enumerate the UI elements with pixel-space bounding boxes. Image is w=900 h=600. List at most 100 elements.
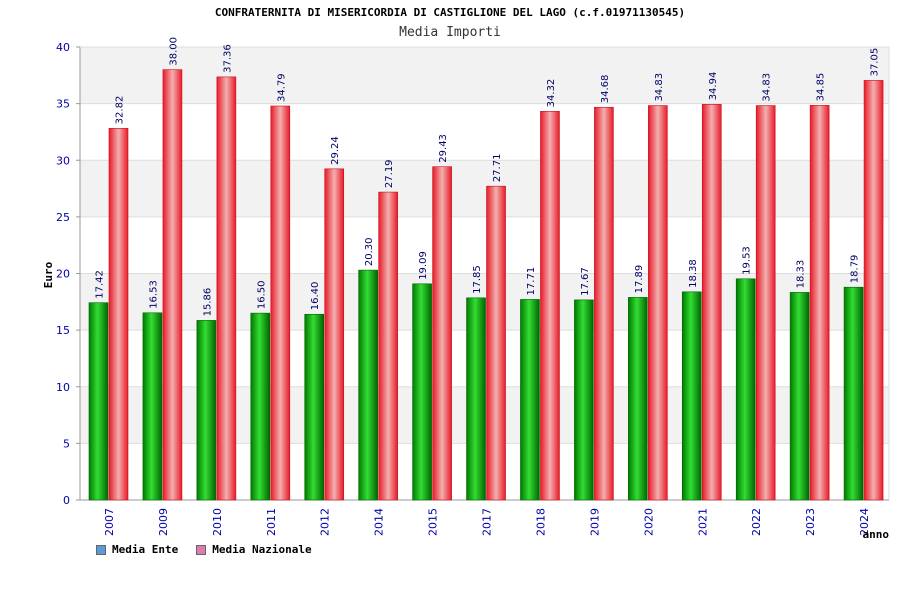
- data-label: 32.82: [115, 96, 126, 125]
- grid-band: [80, 216, 889, 274]
- x-axis: 2007 2009 2010 2011 2012 2014 2015 2017 2018 2019…: [103, 508, 871, 536]
- legend-swatch-media-ente: [96, 544, 106, 555]
- y-tick-label: 5: [63, 437, 70, 450]
- data-label: 38.00: [168, 37, 179, 66]
- bar-media-nazionale-2023: [809, 105, 830, 501]
- bar-media-nazionale-2010: [216, 76, 237, 501]
- data-label: 17.71: [526, 267, 537, 296]
- x-tick-label: 2023: [804, 508, 817, 536]
- data-label: 34.32: [546, 79, 557, 108]
- data-label: 18.79: [850, 255, 861, 284]
- bars: 17.42 32.82 16.53 38.00 15.86 37.36 16.50 34.79…: [88, 37, 884, 501]
- bar-media-ente-2010: [196, 320, 217, 501]
- bar-media-nazionale-2014: [378, 191, 398, 501]
- data-label: 34.83: [762, 73, 773, 102]
- bar-media-ente-2015: [412, 283, 432, 501]
- bar-media-ente-2021: [681, 291, 702, 501]
- bar-media-nazionale-2022: [755, 105, 776, 501]
- bar-media-nazionale-2017: [486, 185, 506, 501]
- x-tick-label: 2012: [319, 508, 332, 536]
- data-label: 29.43: [438, 134, 449, 163]
- x-tick-label: 2017: [481, 508, 494, 536]
- data-label: 19.53: [742, 246, 753, 275]
- data-label: 34.94: [708, 72, 719, 101]
- y-tick-label: 15: [56, 324, 70, 337]
- data-label: 34.85: [816, 73, 827, 102]
- bar-media-ente-2014: [358, 269, 378, 501]
- x-tick-label: 2010: [211, 508, 224, 536]
- x-tick-label: 2014: [373, 508, 386, 536]
- data-label: 37.05: [870, 48, 881, 77]
- bar-media-ente-2020: [628, 297, 648, 501]
- data-label: 16.53: [148, 280, 159, 309]
- x-tick-label: 2018: [534, 508, 547, 536]
- chart-subtitle: Media Importi: [399, 25, 501, 40]
- x-tick-label: 2009: [157, 508, 170, 536]
- bar-media-nazionale-2018: [540, 111, 560, 501]
- data-label: 17.85: [472, 265, 483, 294]
- data-label: 17.89: [634, 265, 645, 294]
- data-label: 18.33: [796, 260, 807, 289]
- y-tick-label: 30: [56, 154, 70, 167]
- bar-media-ente-2022: [735, 278, 756, 501]
- bar-media-ente-2017: [466, 297, 486, 501]
- x-axis-label: anno: [863, 528, 890, 541]
- grid-band: [80, 160, 889, 217]
- data-label: 17.42: [95, 270, 106, 299]
- bar-media-ente-2009: [142, 312, 163, 501]
- y-tick-label: 40: [56, 41, 70, 54]
- chart-title: CONFRATERNITA DI MISERICORDIA DI CASTIGL…: [214, 6, 686, 19]
- bar-media-ente-2019: [574, 299, 594, 501]
- x-tick-label: 2022: [750, 508, 763, 536]
- bar-media-nazionale-2012: [324, 168, 345, 501]
- legend-item-media-nazionale: Media Nazionale: [196, 543, 312, 556]
- x-tick-label: 2024: [858, 508, 871, 536]
- y-tick-label: 0: [63, 494, 70, 507]
- y-tick-label: 35: [56, 98, 70, 111]
- data-label: 17.67: [580, 267, 591, 296]
- x-tick-label: 2021: [696, 508, 709, 536]
- bar-media-nazionale-2021: [701, 104, 722, 501]
- bar-media-ente-2011: [250, 312, 271, 501]
- bar-media-ente-2023: [789, 292, 810, 501]
- x-tick-label: 2011: [265, 508, 278, 536]
- bar-media-nazionale-2015: [432, 166, 452, 501]
- legend: Media Ente Media Nazionale: [96, 543, 312, 556]
- data-label: 27.71: [492, 154, 503, 183]
- data-label: 16.50: [256, 280, 267, 309]
- bar-media-ente-2007: [88, 302, 109, 501]
- grid-band: [80, 47, 889, 104]
- bar-media-nazionale-2009: [162, 69, 183, 501]
- y-tick-label: 20: [56, 268, 70, 281]
- legend-label-media-ente: Media Ente: [112, 543, 179, 556]
- data-label: 19.09: [418, 251, 429, 280]
- legend-swatch-media-nazionale: [196, 544, 207, 555]
- data-label: 15.86: [202, 288, 213, 317]
- y-axis-label: Euro: [42, 261, 55, 288]
- data-label: 34.79: [276, 73, 287, 102]
- bar-media-nazionale-2007: [108, 128, 129, 501]
- data-label: 34.68: [600, 75, 611, 104]
- y-tick-label: 25: [56, 211, 70, 224]
- x-tick-label: 2019: [588, 508, 601, 536]
- bar-media-nazionale-2020: [648, 105, 668, 501]
- bar-media-ente-2012: [304, 313, 325, 501]
- data-label: 37.36: [222, 44, 233, 73]
- grid-band: [80, 103, 889, 161]
- bar-media-ente-2024: [843, 286, 864, 501]
- data-label: 20.30: [364, 237, 375, 266]
- data-label: 16.40: [310, 282, 321, 311]
- x-tick-label: 2020: [642, 508, 655, 536]
- legend-item-media-ente: Media Ente: [96, 543, 178, 556]
- data-label: 27.19: [384, 159, 395, 188]
- bar-media-ente-2018: [520, 299, 540, 501]
- x-tick-label: 2015: [427, 508, 440, 536]
- data-label: 29.24: [330, 136, 341, 165]
- bar-media-nazionale-2019: [594, 106, 614, 501]
- bar-media-nazionale-2011: [270, 105, 291, 501]
- bar-media-nazionale-2024: [863, 80, 884, 501]
- y-tick-label: 10: [56, 381, 70, 394]
- legend-label-media-nazionale: Media Nazionale: [212, 543, 312, 556]
- x-tick-label: 2007: [103, 508, 116, 536]
